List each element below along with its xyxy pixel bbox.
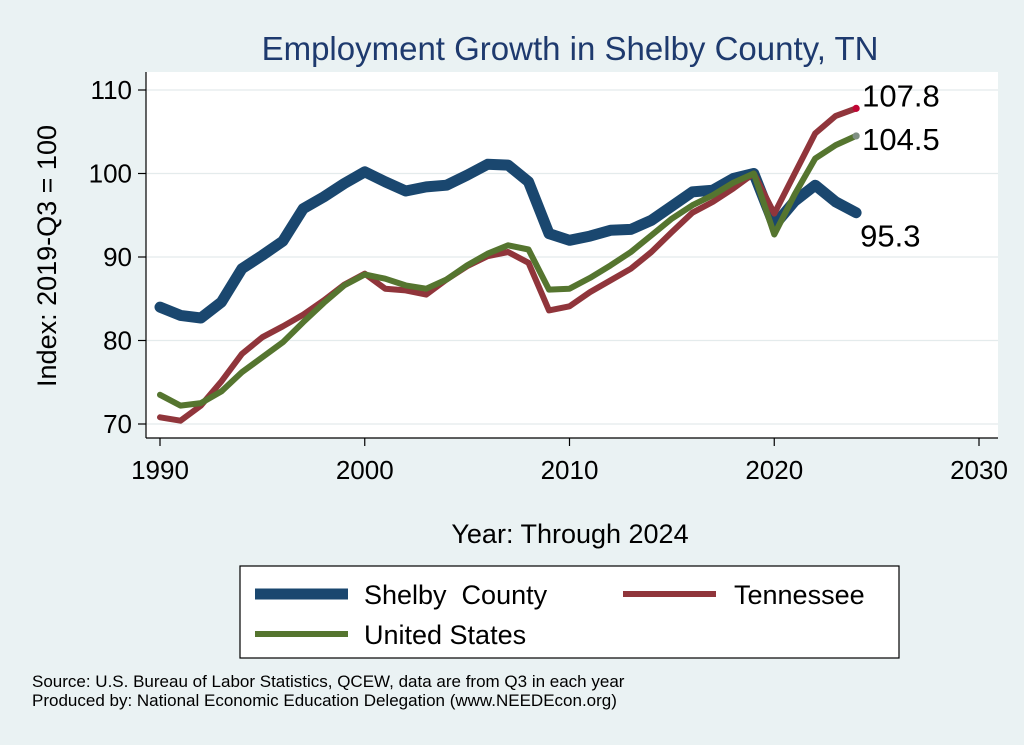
series-layer bbox=[154, 105, 862, 424]
end-marker-shelby-county bbox=[852, 209, 860, 217]
legend-box bbox=[239, 565, 900, 659]
legend-label-tennessee: Tennessee bbox=[734, 580, 865, 610]
x-tick-label-2020: 2020 bbox=[745, 455, 803, 485]
y-tick-label-80: 80 bbox=[103, 326, 132, 356]
legend-label-shelby: Shelby County bbox=[364, 580, 548, 610]
x-tick-label-2030: 2030 bbox=[950, 455, 1008, 485]
y-tick-label-70: 70 bbox=[103, 409, 132, 439]
x-tick-label-1990: 1990 bbox=[131, 455, 189, 485]
end-marker-united-states bbox=[852, 132, 860, 140]
end-label-shelby-county: 95.3 bbox=[860, 219, 920, 254]
end-label-united-states: 104.5 bbox=[862, 122, 940, 157]
series-line-tennessee bbox=[157, 105, 860, 424]
legend: Shelby County Tennessee United States bbox=[239, 565, 900, 659]
legend-label-us: United States bbox=[364, 620, 526, 650]
x-tick-label-2010: 2010 bbox=[541, 455, 599, 485]
x-axis-label: Year: Through 2024 bbox=[451, 519, 688, 549]
source-note: Source: U.S. Bureau of Labor Statistics,… bbox=[32, 672, 625, 691]
chart-title: Employment Growth in Shelby County, TN bbox=[262, 30, 879, 67]
y-tick-label-90: 90 bbox=[103, 242, 132, 272]
series-line-united-states bbox=[157, 132, 860, 409]
tick-layer: 70 80 90 100 110 1990 2000 2010 2020 2030 bbox=[89, 75, 1008, 485]
y-axis-label: Index: 2019-Q3 = 100 bbox=[32, 125, 62, 387]
producer-note: Produced by: National Economic Education… bbox=[32, 691, 617, 710]
end-label-layer: 95.3 107.8 104.5 bbox=[852, 78, 940, 254]
y-tick-label-100: 100 bbox=[89, 159, 132, 189]
end-label-tennessee: 107.8 bbox=[862, 78, 940, 113]
end-marker-tennessee bbox=[852, 104, 860, 112]
x-tick-label-2000: 2000 bbox=[336, 455, 394, 485]
y-tick-label-110: 110 bbox=[91, 75, 132, 105]
